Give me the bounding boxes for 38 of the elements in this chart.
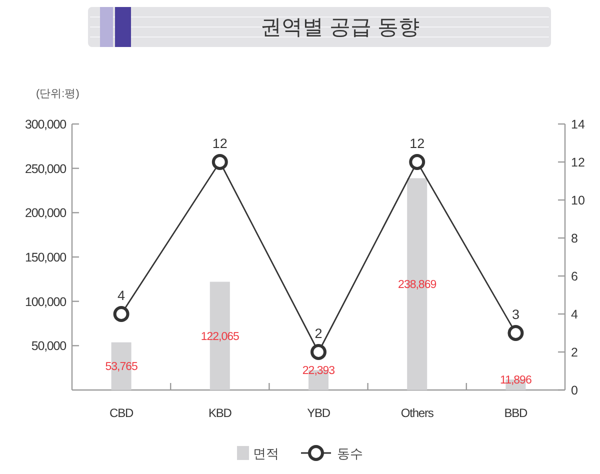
point [310, 344, 326, 360]
legend-label: 면적 [253, 446, 279, 461]
point [113, 306, 130, 322]
y-tick-label: 200,000 [25, 206, 67, 220]
y-tick-label: 250,000 [25, 162, 67, 176]
data-label: 11,896 [500, 374, 532, 386]
data-label: 12 [410, 136, 425, 151]
point [212, 154, 228, 170]
point [508, 325, 524, 341]
y-tick-label: 150,000 [25, 250, 67, 264]
data-label: 2 [314, 326, 322, 341]
y2-tick-label: 8 [571, 232, 578, 246]
data-label: 4 [118, 288, 126, 303]
y2-tick-label: 0 [571, 384, 578, 398]
data-label: 53,765 [105, 361, 138, 374]
y-tick-label: 300,000 [25, 118, 67, 132]
y-tick-label: 50,000 [31, 339, 67, 354]
y2-tick-label: 14 [571, 118, 585, 132]
text: (단위:평) [36, 88, 80, 100]
x-tick-label: CBD [110, 406, 134, 420]
legend-label: 동수 [337, 446, 363, 461]
data-label: 122,065 [200, 330, 240, 343]
y-tick-label: 100,000 [25, 294, 67, 309]
y2-tick-label: 6 [571, 270, 578, 284]
y2-tick-label: 10 [571, 194, 585, 208]
y2-tick-label: 2 [571, 346, 578, 360]
data-label: 3 [512, 307, 520, 322]
x-tick-label: BBD [504, 406, 528, 420]
data-label: 22,393 [302, 365, 335, 378]
data-label: 12 [212, 136, 228, 151]
point [409, 154, 426, 170]
y2-tick-label: 4 [571, 308, 578, 322]
x-tick-label: Others [400, 406, 434, 420]
y2-tick-label: 12 [571, 156, 585, 170]
x-tick-label: KBD [208, 406, 232, 420]
x-tick-label: YBD [307, 406, 331, 420]
chart-title: 권역별 공급 동향 [260, 16, 420, 39]
data-label: 238,869 [398, 279, 436, 292]
